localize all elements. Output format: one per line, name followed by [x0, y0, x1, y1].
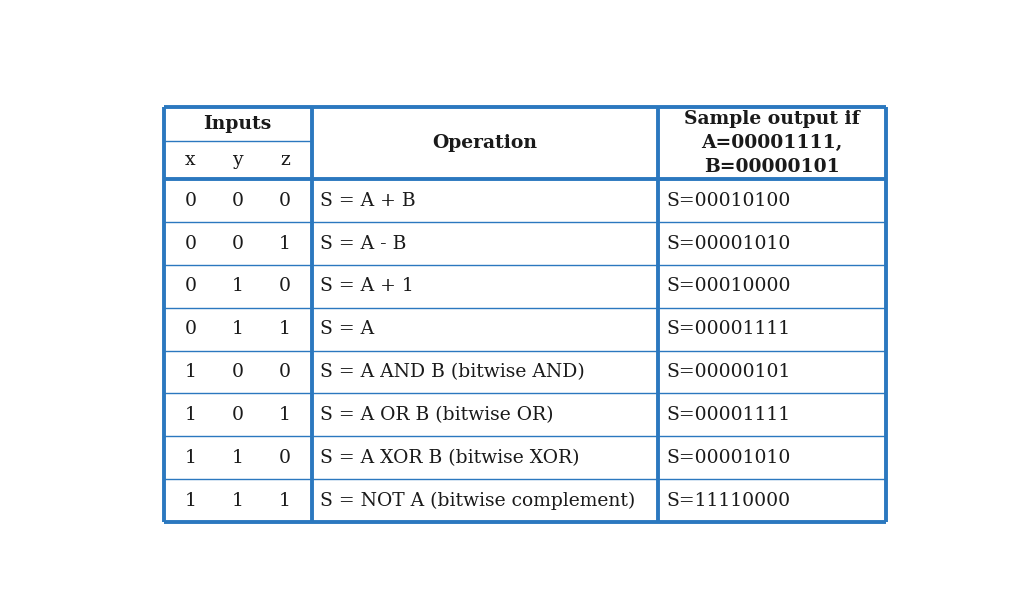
Text: S=00010100: S=00010100 [667, 192, 791, 210]
Text: z: z [281, 151, 290, 169]
Text: 1: 1 [184, 492, 197, 509]
Text: 1: 1 [184, 363, 197, 381]
Text: 1: 1 [184, 449, 197, 466]
Text: 0: 0 [184, 235, 197, 253]
Text: S = A - B: S = A - B [319, 235, 407, 253]
Text: S = A + 1: S = A + 1 [319, 277, 414, 295]
Text: 1: 1 [280, 320, 291, 338]
Text: 1: 1 [231, 320, 244, 338]
Text: Operation: Operation [432, 134, 538, 152]
Text: 0: 0 [184, 277, 197, 295]
Text: Sample output if
A=00001111,
B=00000101: Sample output if A=00001111, B=00000101 [684, 110, 860, 177]
Text: S = A XOR B (bitwise XOR): S = A XOR B (bitwise XOR) [319, 449, 580, 466]
Text: 1: 1 [280, 492, 291, 509]
Text: 1: 1 [280, 235, 291, 253]
Text: S=00001010: S=00001010 [667, 449, 791, 466]
Text: S=00001010: S=00001010 [667, 235, 791, 253]
Text: S=00000101: S=00000101 [667, 363, 791, 381]
Text: 0: 0 [184, 320, 197, 338]
Text: 1: 1 [231, 277, 244, 295]
Text: S=00001111: S=00001111 [667, 320, 791, 338]
Text: y: y [232, 151, 243, 169]
Text: 0: 0 [184, 192, 197, 210]
Text: S = NOT A (bitwise complement): S = NOT A (bitwise complement) [319, 492, 635, 509]
Text: 1: 1 [184, 406, 197, 424]
Text: 0: 0 [280, 363, 291, 381]
Text: 0: 0 [280, 277, 291, 295]
Text: S=11110000: S=11110000 [667, 492, 791, 509]
Text: S = A + B: S = A + B [319, 192, 416, 210]
Text: S = A: S = A [319, 320, 374, 338]
Text: S = A AND B (bitwise AND): S = A AND B (bitwise AND) [319, 363, 585, 381]
Text: S=00001111: S=00001111 [667, 406, 791, 424]
Text: 1: 1 [280, 406, 291, 424]
Text: 1: 1 [231, 449, 244, 466]
Text: 1: 1 [231, 492, 244, 509]
Text: 0: 0 [231, 235, 244, 253]
Text: 0: 0 [280, 192, 291, 210]
Text: S=00010000: S=00010000 [667, 277, 791, 295]
Text: 0: 0 [280, 449, 291, 466]
Text: x: x [185, 151, 196, 169]
Text: 0: 0 [231, 192, 244, 210]
Text: 0: 0 [231, 363, 244, 381]
Text: Inputs: Inputs [204, 115, 271, 132]
Text: 0: 0 [231, 406, 244, 424]
Text: S = A OR B (bitwise OR): S = A OR B (bitwise OR) [319, 406, 553, 424]
